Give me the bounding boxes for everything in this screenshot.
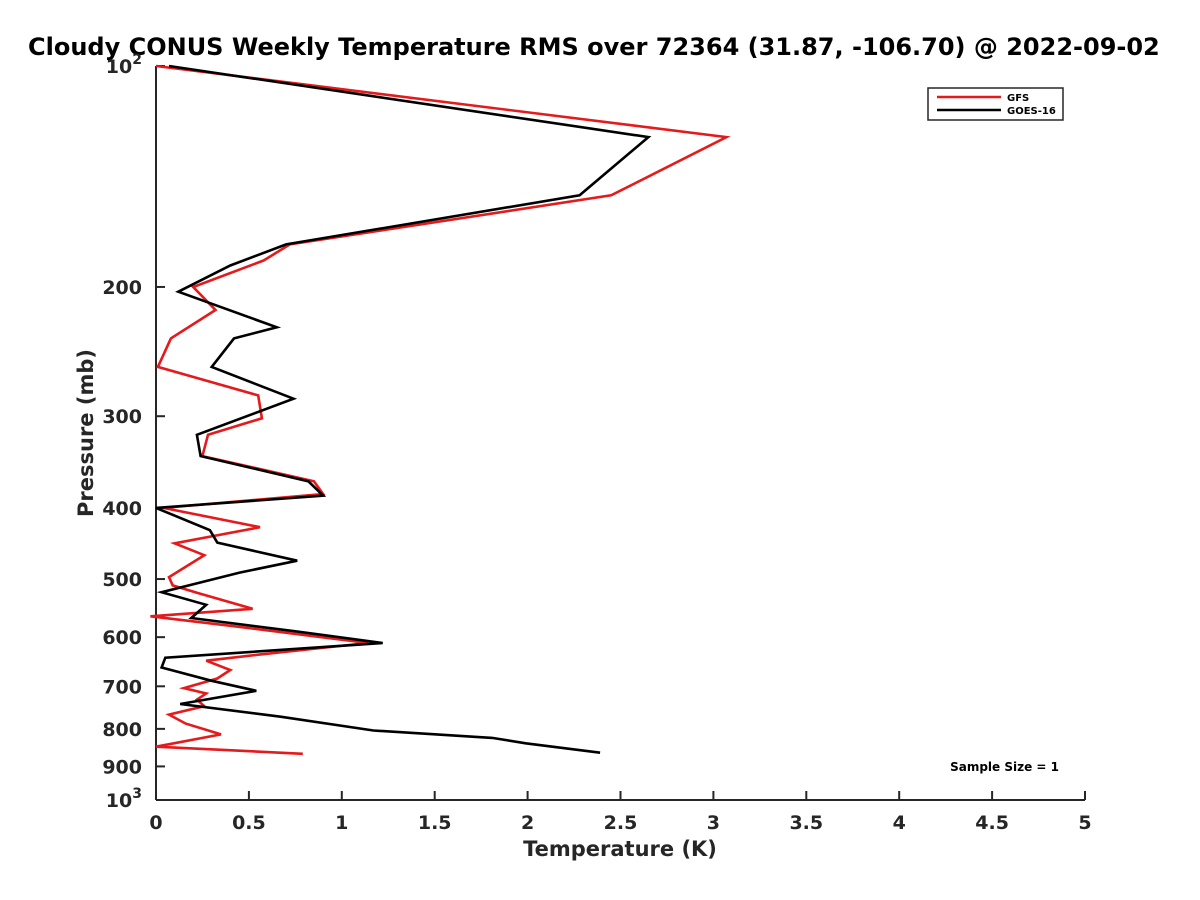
x-tick-label: 1.5 — [418, 812, 452, 834]
x-tick-label: 2.5 — [604, 812, 638, 834]
y-tick-label: 800 — [102, 719, 142, 741]
series-lines — [150, 64, 731, 756]
chart-title: Cloudy CONUS Weekly Temperature RMS over… — [28, 33, 1160, 61]
y-tick-label: 102 — [106, 52, 142, 78]
x-axis-label: Temperature (K) — [523, 837, 717, 861]
y-tick-base: 10 — [106, 56, 132, 78]
y-tick-label: 900 — [102, 756, 142, 778]
series-line-gfs — [150, 64, 731, 756]
y-tick-label: 400 — [102, 498, 142, 520]
x-tick-label: 2 — [521, 812, 534, 834]
sample-size-annotation: Sample Size = 1 — [950, 760, 1059, 774]
x-tick-label: 0.5 — [232, 812, 266, 834]
legend-box — [927, 87, 1064, 121]
y-tick-label: 300 — [102, 406, 142, 428]
axes: 0 0.5 1 1.5 2 2.5 3 3.5 4 4.5 51022003004005006007… — [102, 52, 1091, 834]
series-line-goes-16 — [155, 64, 652, 754]
x-tick-label: 4.5 — [975, 812, 1009, 834]
y-axis-label: Pressure (mb) — [74, 349, 98, 517]
y-tick-exponent: 3 — [132, 786, 142, 802]
legend-label-gfs: GFS — [1007, 93, 1029, 104]
x-tick-label: 0 — [149, 812, 162, 834]
x-tick-label: 5 — [1078, 812, 1091, 834]
x-tick-label: 3 — [707, 812, 720, 834]
y-tick-label: 600 — [102, 627, 142, 649]
y-tick-label: 500 — [102, 569, 142, 591]
x-tick-label: 1 — [335, 812, 348, 834]
x-tick-label: 3.5 — [789, 812, 823, 834]
y-tick-exponent: 2 — [132, 52, 142, 68]
legend: GFS GOES-16 — [927, 87, 1064, 121]
legend-label-goes-16: GOES-16 — [1007, 106, 1056, 117]
y-tick-base: 10 — [106, 790, 132, 812]
y-tick-label: 700 — [102, 676, 142, 698]
y-tick-label: 103 — [106, 786, 142, 812]
y-tick-label: 200 — [102, 277, 142, 299]
x-tick-label: 4 — [893, 812, 906, 834]
